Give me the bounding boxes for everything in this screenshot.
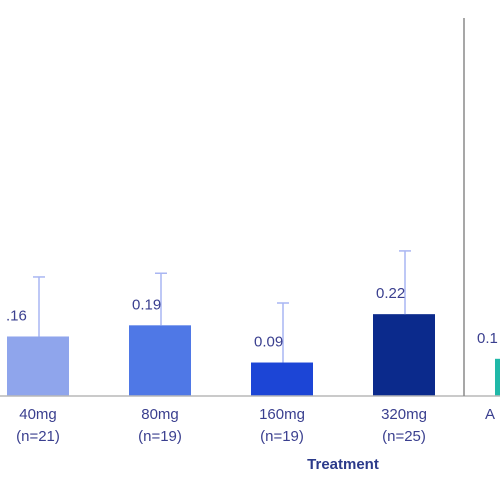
x-tick-label-5: A xyxy=(485,406,495,423)
bars-group xyxy=(7,314,500,396)
x-tick-label-2: 80mg xyxy=(141,406,179,423)
x-tick-label-3: 160mg xyxy=(259,406,305,423)
value-label-3: 0.09 xyxy=(254,334,283,351)
x-tick-sublabel-2: (n=19) xyxy=(138,428,182,445)
bar-1 xyxy=(7,336,69,396)
value-label-2: 0.19 xyxy=(132,296,161,313)
bar-5 xyxy=(495,358,500,396)
x-tick-labels-group: 40mg (n=21) 80mg (n=19) 160mg (n=19) 320mg (n=2… xyxy=(16,406,495,445)
value-label-1: .16 xyxy=(6,307,27,324)
x-tick-label-1: 40mg xyxy=(19,406,57,423)
bar-3 xyxy=(251,362,313,396)
error-bars-group xyxy=(33,250,411,363)
x-tick-sublabel-4: (n=25) xyxy=(382,428,426,445)
x-tick-sublabel-3: (n=19) xyxy=(260,428,304,445)
value-label-5: 0.1 xyxy=(477,330,498,347)
bar-4 xyxy=(373,314,435,396)
x-tick-sublabel-1: (n=21) xyxy=(16,428,60,445)
bar-2 xyxy=(129,325,191,396)
value-label-4: 0.22 xyxy=(376,285,405,302)
x-axis-title: Treatment xyxy=(307,456,379,473)
value-labels-group: .16 0.19 0.09 0.22 0.1 xyxy=(6,285,498,350)
x-tick-label-4: 320mg xyxy=(381,406,427,423)
